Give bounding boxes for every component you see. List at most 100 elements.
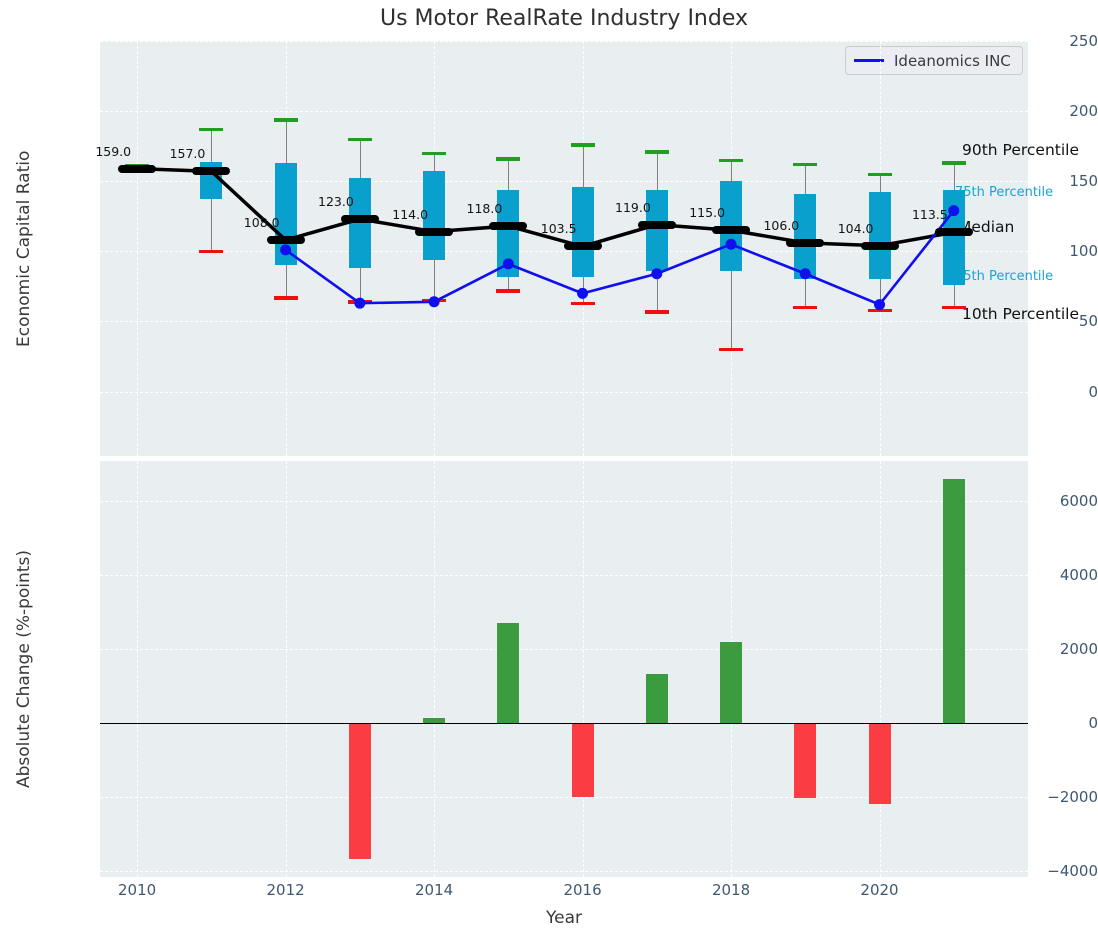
company-data-point	[799, 268, 811, 280]
y-tick-label: 0	[1088, 382, 1098, 401]
median-value-label: 113.5	[911, 207, 948, 223]
median-marker	[415, 227, 454, 236]
percentile-box	[645, 189, 668, 271]
cap-90th-percentile	[941, 161, 966, 165]
annotation-10th-percentile: 10th Percentile	[962, 305, 1080, 323]
median-marker	[637, 220, 676, 229]
cap-90th-percentile	[422, 151, 447, 156]
cap-90th-percentile	[570, 143, 595, 147]
median-value-label: 106.0	[763, 217, 800, 233]
annotation-25th-percentile: 25th Percentile	[955, 269, 1054, 284]
gridline	[434, 461, 436, 877]
cap-10th-percentile	[867, 308, 892, 313]
company-data-point	[354, 297, 366, 309]
bar-negative	[348, 722, 371, 860]
y-tick-label: −4000	[1047, 861, 1098, 880]
gridline	[100, 111, 1028, 113]
legend: Ideanomics INC	[845, 46, 1023, 75]
company-data-point	[725, 238, 737, 250]
median-marker	[266, 236, 305, 245]
cap-10th-percentile	[644, 310, 669, 314]
cap-90th-percentile	[347, 137, 372, 142]
gridline	[285, 461, 287, 877]
y-tick-label: 0	[1088, 713, 1098, 732]
gridline	[582, 461, 584, 877]
bar-positive	[720, 641, 743, 723]
gridline	[100, 181, 1028, 183]
cap-90th-percentile	[719, 158, 744, 163]
median-marker	[118, 164, 157, 173]
x-tick-label: 2018	[711, 881, 751, 899]
y-tick-label: 100	[1069, 242, 1098, 261]
bar-positive	[497, 623, 520, 723]
median-marker	[563, 242, 602, 251]
gridline	[100, 649, 1028, 650]
company-data-point	[502, 258, 514, 270]
cap-10th-percentile	[793, 305, 818, 310]
cap-90th-percentile	[793, 162, 818, 167]
bar-positive	[645, 674, 668, 723]
percentile-box	[720, 181, 743, 271]
gridline	[100, 796, 1028, 798]
gridline	[100, 391, 1028, 393]
x-tick-label: 2012	[266, 881, 305, 899]
gridline	[100, 41, 1028, 42]
top-panel-boxplot: Ideanomics INC 90th Percentile 75th Perc…	[95, 41, 1079, 456]
company-line	[284, 209, 955, 307]
cap-90th-percentile	[496, 157, 521, 161]
gridline	[100, 870, 1028, 872]
y-tick-label: 50	[1078, 312, 1098, 331]
x-tick-label: 2014	[414, 881, 454, 899]
gridline	[100, 321, 1028, 323]
percentile-box	[794, 193, 817, 280]
median-marker	[340, 215, 379, 224]
company-data-point	[428, 296, 440, 308]
cap-90th-percentile	[867, 172, 892, 177]
gridline	[100, 501, 1028, 503]
gridline	[879, 461, 881, 877]
legend-label: Ideanomics INC	[894, 51, 1011, 70]
company-data-point	[948, 205, 960, 217]
median-value-label: 115.0	[689, 205, 726, 221]
median-marker	[934, 228, 973, 237]
cap-90th-percentile	[273, 118, 298, 122]
cap-10th-percentile	[570, 301, 595, 306]
median-marker	[860, 241, 899, 250]
percentile-box	[348, 178, 371, 269]
median-marker	[786, 238, 825, 247]
median-marker	[489, 222, 528, 231]
bar-negative	[868, 722, 891, 805]
bar-negative	[794, 722, 817, 798]
median-value-label: 118.0	[466, 201, 503, 217]
cap-90th-percentile	[199, 127, 224, 132]
y-tick-label: 150	[1069, 172, 1098, 191]
median-value-label: 123.0	[318, 194, 354, 210]
y-tick-label: 200	[1069, 102, 1098, 121]
company-data-point	[651, 268, 663, 280]
bar-positive	[942, 479, 965, 723]
median-value-label: 103.5	[540, 221, 577, 237]
x-tick-label: 2010	[118, 881, 157, 899]
x-axis-label: Year	[546, 908, 582, 928]
bottom-panel-bars	[100, 461, 1028, 877]
annotation-75th-percentile: 75th Percentile	[955, 185, 1054, 200]
y-tick-label: 250	[1069, 32, 1098, 50]
company-data-point	[874, 299, 886, 311]
x-tick-label: 2020	[860, 881, 899, 899]
cap-10th-percentile	[199, 249, 224, 254]
median-value-label: 119.0	[615, 199, 651, 215]
gridline	[137, 461, 139, 877]
cap-10th-percentile	[941, 305, 966, 310]
cap-90th-percentile	[644, 150, 669, 154]
percentile-box	[571, 186, 594, 277]
percentile-box	[942, 189, 965, 285]
annotation-90th-percentile: 90th Percentile	[962, 141, 1080, 159]
gridline	[100, 251, 1028, 253]
median-value-label: 157.0	[169, 146, 206, 162]
bottom-y-axis-label: Absolute Change (%-points)	[14, 550, 34, 788]
median-value-label: 159.0	[95, 143, 132, 159]
y-tick-label: 6000	[1059, 492, 1098, 511]
percentile-box	[423, 171, 446, 260]
gridline	[137, 41, 139, 456]
